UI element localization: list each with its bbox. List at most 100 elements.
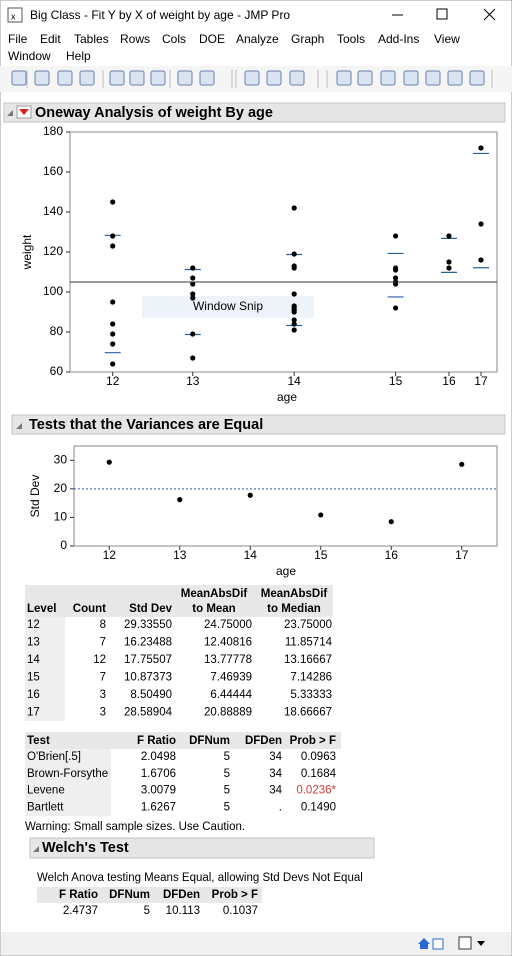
menu-item[interactable]: Tools bbox=[337, 32, 365, 46]
menu-item[interactable]: Tables bbox=[74, 32, 109, 46]
table-cell: 3 bbox=[100, 689, 106, 701]
data-point bbox=[291, 205, 297, 211]
disclosure-icon[interactable] bbox=[16, 423, 22, 429]
home-icon[interactable] bbox=[418, 938, 430, 949]
x-tick-label: 14 bbox=[287, 374, 301, 388]
x-tick-label: 17 bbox=[455, 548, 469, 562]
section-title: Welch's Test bbox=[42, 840, 129, 856]
y-axis-label: Std Dev bbox=[28, 475, 42, 518]
x-axis-label: age bbox=[277, 390, 297, 404]
data-point bbox=[190, 275, 196, 281]
table-cell: 7.46939 bbox=[210, 672, 252, 684]
table-cell: 15 bbox=[27, 672, 40, 684]
table-cell: 6.44444 bbox=[210, 689, 252, 701]
data-point bbox=[446, 265, 452, 271]
column-header: DFDen bbox=[163, 889, 200, 901]
toolbar-button[interactable] bbox=[129, 70, 145, 86]
x-tick-label: 13 bbox=[186, 374, 200, 388]
toolbar-button[interactable] bbox=[425, 70, 441, 86]
level-column-bg bbox=[25, 617, 65, 721]
menu-item[interactable]: Edit bbox=[40, 32, 61, 46]
table-header-bg bbox=[37, 887, 262, 903]
y-tick-label: 80 bbox=[50, 324, 64, 338]
toolbar-button[interactable] bbox=[79, 70, 95, 86]
menu-item[interactable]: View bbox=[434, 32, 460, 46]
data-point bbox=[388, 519, 394, 525]
menu-item[interactable]: Analyze bbox=[236, 32, 279, 46]
y-tick-label: 180 bbox=[43, 124, 63, 138]
table-cell: Levene bbox=[27, 785, 65, 797]
table-cell: 1.6267 bbox=[141, 801, 176, 813]
table-cell: 0.1684 bbox=[301, 768, 337, 780]
toolbar-button[interactable] bbox=[403, 70, 419, 86]
test-column-bg bbox=[25, 749, 111, 816]
data-point bbox=[291, 309, 297, 315]
toolbar-button[interactable] bbox=[469, 70, 485, 86]
toolbar-button[interactable] bbox=[177, 70, 193, 86]
toolbar-button[interactable] bbox=[34, 70, 50, 86]
data-point bbox=[110, 331, 116, 337]
table-cell: . bbox=[279, 801, 282, 813]
menu-item[interactable]: Graph bbox=[291, 32, 324, 46]
toolbar-button[interactable] bbox=[380, 70, 396, 86]
disclosure-icon[interactable] bbox=[33, 846, 39, 852]
toolbar-button[interactable] bbox=[57, 70, 73, 86]
menu-item[interactable]: File bbox=[8, 32, 28, 46]
table-cell: Brown-Forsythe bbox=[27, 768, 108, 780]
table-cell: 0.1037 bbox=[223, 905, 258, 917]
x-tick-label: 12 bbox=[103, 548, 117, 562]
toolbar-button[interactable] bbox=[150, 70, 166, 86]
table-cell: 20.88889 bbox=[204, 707, 252, 719]
plot-frame bbox=[73, 445, 498, 547]
x-tick-label: 16 bbox=[442, 374, 456, 388]
disclosure-icon[interactable] bbox=[7, 110, 13, 116]
toolbar-button[interactable] bbox=[336, 70, 352, 86]
dropdown-icon[interactable] bbox=[477, 941, 485, 946]
column-header: to Median bbox=[267, 603, 321, 615]
menu-item[interactable]: Window bbox=[8, 49, 51, 63]
app-icon bbox=[7, 7, 23, 23]
table-cell: 10.87373 bbox=[124, 672, 172, 684]
layout-icon[interactable] bbox=[432, 938, 444, 950]
menu-item[interactable]: Help bbox=[66, 49, 91, 63]
section-header[interactable] bbox=[29, 837, 375, 859]
section-header[interactable] bbox=[3, 102, 506, 123]
x-tick-label: 15 bbox=[389, 374, 403, 388]
warning: Warning: Small sample sizes. Use Caution… bbox=[25, 821, 245, 833]
window-title: Big Class - Fit Y by X of weight by age … bbox=[30, 8, 290, 22]
toolbar-button[interactable] bbox=[244, 70, 260, 86]
column-header: Test bbox=[27, 735, 50, 747]
data-point bbox=[291, 251, 297, 257]
close-button[interactable] bbox=[483, 8, 496, 21]
data-point bbox=[392, 281, 399, 287]
table-cell: 17.75507 bbox=[124, 654, 172, 666]
table-cell: 5 bbox=[144, 905, 150, 917]
data-point bbox=[478, 221, 484, 227]
maximize-button[interactable] bbox=[436, 8, 448, 20]
toolbar-button[interactable] bbox=[266, 70, 282, 86]
table-cell: 0.0236* bbox=[296, 785, 336, 797]
column-header: to Mean bbox=[192, 603, 235, 615]
menu-item[interactable]: Add-Ins bbox=[378, 32, 419, 46]
menu-item[interactable]: Cols bbox=[162, 32, 186, 46]
toolbar-button[interactable] bbox=[109, 70, 125, 86]
toolbar-button[interactable] bbox=[289, 70, 305, 86]
column-header: DFNum bbox=[109, 889, 150, 901]
y-tick-label: 30 bbox=[54, 452, 68, 466]
y-tick-label: 160 bbox=[43, 164, 63, 178]
toolbar-button[interactable] bbox=[199, 70, 215, 86]
menu-item[interactable]: DOE bbox=[199, 32, 225, 46]
table-cell: 5 bbox=[224, 801, 230, 813]
table-cell: 13.16667 bbox=[284, 654, 332, 666]
toolbar-button[interactable] bbox=[357, 70, 373, 86]
window-list-icon[interactable] bbox=[458, 936, 472, 950]
toolbar-button[interactable] bbox=[11, 70, 27, 86]
data-point bbox=[392, 233, 399, 239]
menu-item[interactable]: Rows bbox=[120, 32, 150, 46]
table-cell: 12 bbox=[93, 654, 106, 666]
std-dev-plot: 0 10 20 30 Std Dev age 12 13 14 15 16 17 bbox=[28, 445, 498, 578]
table-cell: 16 bbox=[27, 689, 40, 701]
section-header[interactable] bbox=[11, 414, 506, 435]
toolbar-button[interactable] bbox=[447, 70, 463, 86]
